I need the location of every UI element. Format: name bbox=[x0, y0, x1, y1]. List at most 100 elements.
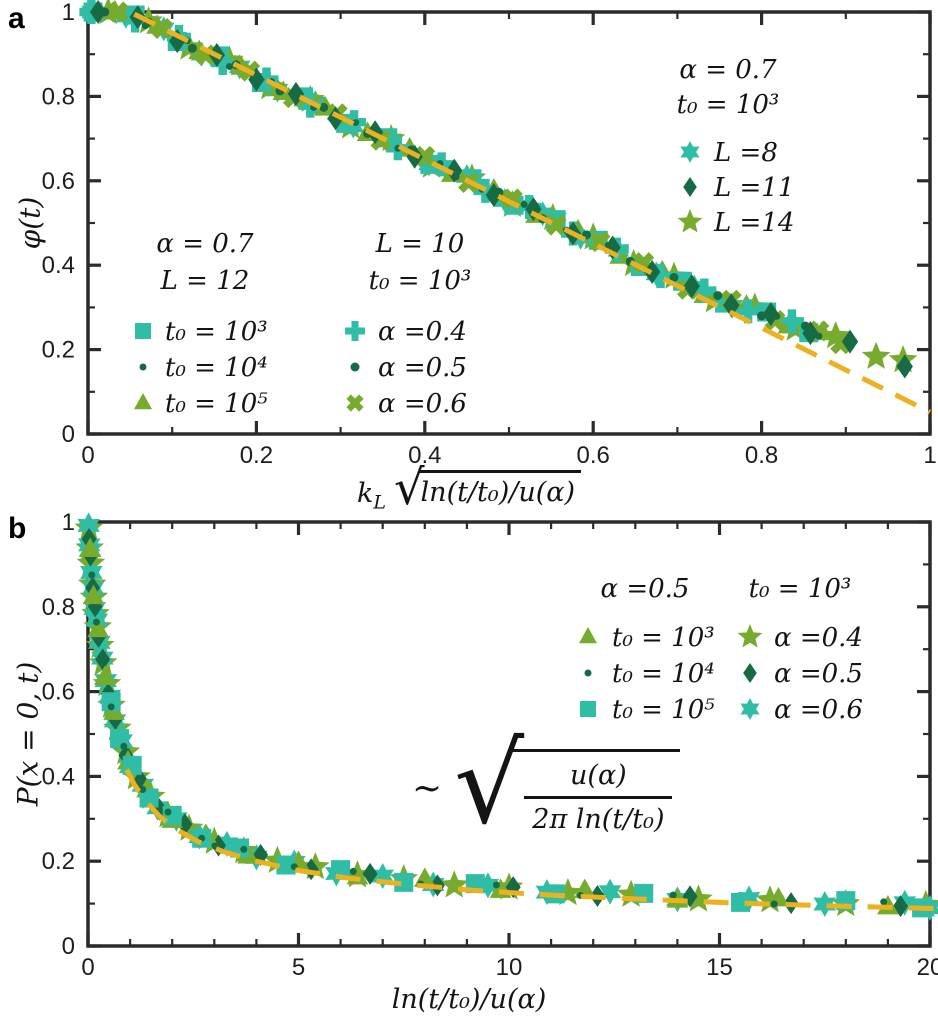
panel-a-x-axis-label: kL √ ln(t/t₀)/u(α) bbox=[0, 464, 938, 514]
marker bbox=[494, 187, 504, 197]
x-label-variable: kL bbox=[356, 478, 386, 514]
y-tick-label: 0.8 bbox=[42, 83, 75, 110]
marker bbox=[139, 788, 159, 808]
legend-label: L =14 bbox=[713, 208, 794, 238]
legend-label: L =8 bbox=[713, 138, 778, 168]
marker bbox=[107, 1, 129, 23]
x-tick-label: 0.4 bbox=[408, 442, 441, 469]
marker bbox=[492, 881, 500, 889]
marker bbox=[743, 663, 757, 683]
panel-b-label: b bbox=[8, 512, 27, 545]
marker bbox=[731, 892, 751, 912]
x-tick-label: 0.2 bbox=[240, 442, 273, 469]
y-tick-label: 0 bbox=[62, 933, 75, 960]
legend-label: L =11 bbox=[713, 173, 794, 203]
y-tick-label: 0.4 bbox=[42, 252, 75, 279]
tick-labels: 0 0.2 0.4 0.6 0.8 1 0 0.2 0.4 0.6 0.8 1 bbox=[42, 0, 937, 469]
marker bbox=[139, 786, 147, 794]
x-tick-label: 0 bbox=[81, 442, 94, 469]
x-tick-label: 0 bbox=[81, 954, 94, 981]
fit-line bbox=[124, 768, 938, 912]
y-tick-label: 1 bbox=[62, 509, 75, 536]
marker bbox=[684, 884, 713, 912]
x-tick-label: 5 bbox=[292, 954, 305, 981]
legend-header: α = 0.7 bbox=[156, 229, 254, 259]
marker bbox=[122, 762, 151, 790]
legend-b-2: t₀ = 10³ α =0.4 α =0.5 α =0.6 bbox=[737, 574, 863, 725]
marker bbox=[669, 272, 679, 282]
marker bbox=[737, 624, 763, 648]
marker bbox=[669, 891, 677, 899]
marker bbox=[473, 178, 498, 203]
legend-label: t₀ = 10³ bbox=[612, 623, 715, 653]
marker bbox=[692, 278, 717, 303]
marker bbox=[861, 341, 891, 369]
marker bbox=[350, 362, 360, 372]
marker bbox=[87, 617, 109, 638]
panel-b-x-axis-label: ln(t/t₀)/u(α) bbox=[391, 984, 547, 1015]
marker bbox=[779, 309, 804, 334]
y-tick-label: 1 bbox=[62, 0, 75, 26]
marker bbox=[580, 701, 596, 717]
y-tick-label: 0.2 bbox=[42, 337, 75, 364]
legend-label: t₀ = 10³ bbox=[165, 317, 268, 347]
x-tick-label: 0.6 bbox=[577, 442, 610, 469]
marker bbox=[120, 742, 128, 750]
marker bbox=[346, 394, 364, 412]
panel-a-label: a bbox=[8, 2, 25, 35]
marker bbox=[77, 512, 100, 539]
marker bbox=[254, 67, 279, 92]
legend-label: α =0.5 bbox=[378, 353, 467, 383]
legend-header: t₀ = 10³ bbox=[677, 90, 780, 120]
marker bbox=[287, 81, 305, 106]
marker bbox=[598, 878, 622, 905]
fit-line bbox=[133, 11, 932, 415]
marker bbox=[896, 354, 913, 379]
marker bbox=[682, 885, 698, 908]
marker bbox=[755, 885, 785, 913]
marker bbox=[331, 860, 351, 880]
marker bbox=[713, 291, 723, 301]
legend-header: t₀ = 10³ bbox=[369, 266, 472, 296]
legend-label: t₀ = 10⁴ bbox=[612, 659, 715, 689]
panel-a-plot: 0 0.2 0.4 0.6 0.8 1 0 0.2 0.4 0.6 0.8 1 α = 0.7 L = 1… bbox=[42, 0, 937, 469]
radical-sign: √ bbox=[454, 720, 525, 848]
marker bbox=[520, 200, 528, 208]
marker bbox=[584, 669, 592, 677]
marker bbox=[476, 872, 500, 899]
fraction: u(α) 2π ln(t/t₀) bbox=[524, 760, 673, 835]
marker bbox=[689, 282, 697, 290]
marker bbox=[700, 285, 729, 313]
marker bbox=[757, 311, 767, 321]
legend-header: L = 10 bbox=[375, 229, 465, 259]
marker bbox=[177, 813, 193, 836]
marker bbox=[79, 537, 101, 557]
marker bbox=[82, 584, 105, 605]
legend-a-3: α = 0.7 t₀ = 10³ L =8 L =11 L =14 bbox=[677, 55, 795, 238]
marker bbox=[841, 329, 859, 354]
legend-label: α =0.6 bbox=[378, 389, 467, 419]
legend-label: t₀ = 10⁵ bbox=[165, 389, 268, 419]
marker bbox=[319, 102, 329, 112]
marker bbox=[88, 571, 96, 579]
marker bbox=[81, 527, 97, 550]
marker bbox=[349, 867, 357, 875]
y-tick-label: 0.6 bbox=[42, 679, 75, 706]
marker bbox=[579, 627, 597, 644]
marker bbox=[164, 808, 172, 816]
legend-header: L = 12 bbox=[160, 266, 250, 296]
ticks bbox=[86, 10, 932, 436]
marker bbox=[94, 665, 116, 686]
marker bbox=[89, 0, 107, 24]
marker bbox=[740, 292, 770, 320]
marker bbox=[616, 879, 646, 907]
y-tick-label: 0 bbox=[62, 421, 75, 448]
tick-labels: 0 5 10 15 20 0 0.2 0.4 0.6 0.8 1 bbox=[42, 509, 938, 981]
legend-label: t₀ = 10⁵ bbox=[612, 695, 715, 725]
marker bbox=[187, 43, 197, 53]
marker bbox=[736, 299, 761, 324]
legend-header: α =0.5 bbox=[601, 574, 690, 604]
legend-header: t₀ = 10³ bbox=[749, 574, 852, 604]
